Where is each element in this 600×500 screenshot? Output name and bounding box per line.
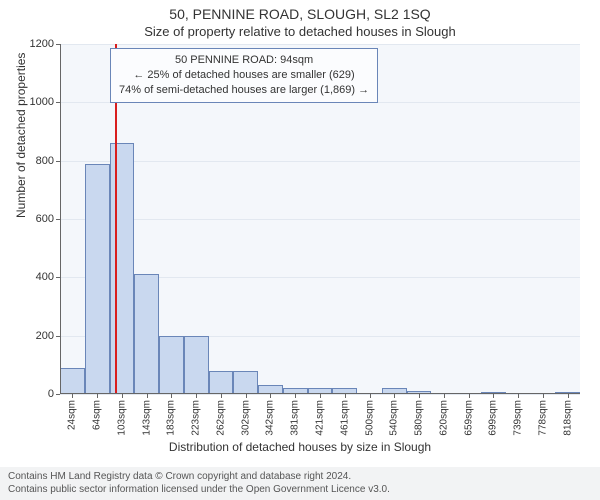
x-tick-label: 540sqm [389,400,400,436]
x-tick-mark [122,394,123,398]
x-tick-label: 778sqm [537,400,548,436]
y-axis-line [60,44,61,394]
x-axis-label: Distribution of detached houses by size … [0,440,600,454]
footer-line2: Contains public sector information licen… [8,484,592,497]
x-tick-label: 24sqm [67,400,78,430]
x-tick-label: 64sqm [92,400,103,430]
x-tick-label: 580sqm [414,400,425,436]
x-tick-mark [196,394,197,398]
histogram-bar [184,336,209,394]
x-tick-mark [394,394,395,398]
x-tick-mark [270,394,271,398]
annotation-line3: 74% of semi-detached houses are larger (… [119,83,369,98]
x-tick-mark [518,394,519,398]
x-tick-mark [444,394,445,398]
histogram-bar [209,371,234,394]
x-tick-label: 739sqm [513,400,524,436]
x-tick-label: 620sqm [438,400,449,436]
annotation-line2: ← 25% of detached houses are smaller (62… [119,68,369,83]
x-tick-mark [543,394,544,398]
x-tick-mark [246,394,247,398]
chart-title-address: 50, PENNINE ROAD, SLOUGH, SL2 1SQ [0,6,600,22]
histogram-bar [134,274,159,394]
x-tick-label: 143sqm [141,400,152,436]
x-tick-mark [493,394,494,398]
x-tick-label: 103sqm [116,400,127,436]
x-tick-label: 223sqm [191,400,202,436]
x-tick-label: 302sqm [240,400,251,436]
histogram-bar [233,371,258,394]
x-tick-mark [469,394,470,398]
histogram-bar [159,336,184,394]
chart-title-desc: Size of property relative to detached ho… [0,24,600,39]
x-tick-label: 381sqm [290,400,301,436]
y-tick-label: 600 [36,213,60,225]
x-tick-label: 699sqm [488,400,499,436]
x-tick-mark [419,394,420,398]
annotation-box: 50 PENNINE ROAD: 94sqm ← 25% of detached… [110,48,378,103]
x-tick-label: 500sqm [364,400,375,436]
x-tick-mark [171,394,172,398]
x-tick-mark [568,394,569,398]
x-tick-mark [72,394,73,398]
y-tick-label: 1200 [30,38,60,50]
x-tick-mark [97,394,98,398]
x-tick-mark [370,394,371,398]
x-tick-mark [320,394,321,398]
y-tick-label: 400 [36,271,60,283]
x-tick-label: 818sqm [562,400,573,436]
plot-area: 020040060080010001200 24sqm64sqm103sqm14… [60,44,580,416]
y-tick-label: 200 [36,330,60,342]
histogram-bar [60,368,85,394]
y-tick-label: 800 [36,155,60,167]
y-tick-label: 0 [48,388,60,400]
x-tick-mark [345,394,346,398]
x-tick-mark [295,394,296,398]
x-tick-label: 262sqm [215,400,226,436]
x-tick-label: 183sqm [166,400,177,436]
x-tick-label: 421sqm [315,400,326,436]
y-tick-label: 1000 [30,96,60,108]
histogram-bar [110,143,135,394]
annotation-line1: 50 PENNINE ROAD: 94sqm [119,53,369,68]
x-tick-mark [147,394,148,398]
x-tick-label: 659sqm [463,400,474,436]
histogram-bar [85,164,110,394]
y-axis-label: Number of detached properties [14,53,28,218]
x-tick-mark [221,394,222,398]
chart-container: 50, PENNINE ROAD, SLOUGH, SL2 1SQ Size o… [0,0,600,500]
footer-line1: Contains HM Land Registry data © Crown c… [8,471,592,484]
attribution-footer: Contains HM Land Registry data © Crown c… [0,467,600,500]
x-tick-label: 461sqm [339,400,350,436]
x-tick-label: 342sqm [265,400,276,436]
